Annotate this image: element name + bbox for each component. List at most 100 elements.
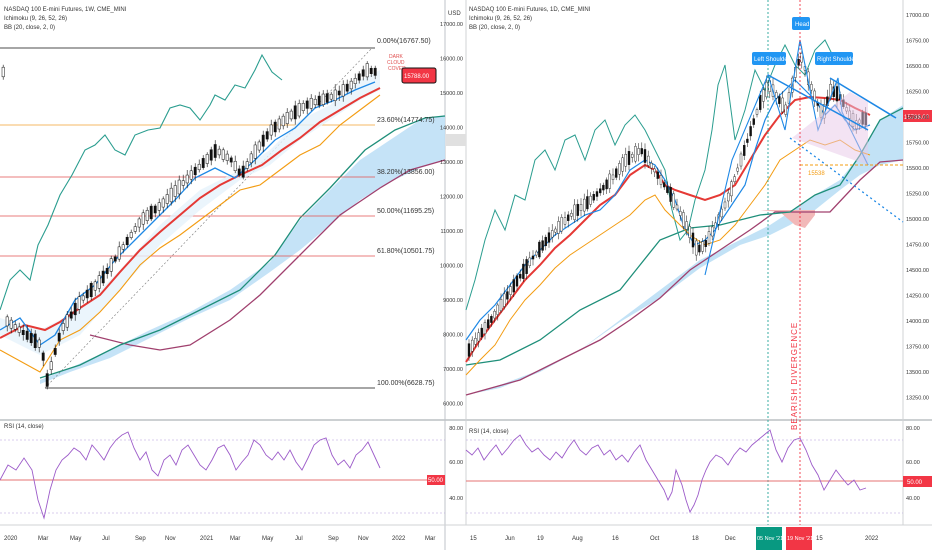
left-candle — [337, 90, 341, 96]
right-candle — [627, 151, 631, 165]
right-rsi-tag-text: 50.00 — [907, 480, 923, 486]
right-candle — [781, 97, 784, 113]
right-candle — [586, 196, 589, 210]
left-legend-bb: BB (20, close, 2, 0) — [4, 25, 55, 31]
left-candle — [217, 148, 221, 156]
right-candle — [746, 138, 749, 143]
right-candle — [701, 241, 704, 252]
left-candle — [81, 295, 85, 301]
fib-label-382: 38.20%(13856.00) — [377, 169, 435, 176]
left-candle — [101, 270, 105, 284]
right-chikou-span — [465, 39, 836, 311]
left-candle — [21, 329, 25, 336]
neckline — [767, 74, 869, 131]
right-candle — [506, 291, 509, 300]
right-x-tick: Aug — [572, 536, 583, 542]
right-candle — [595, 191, 599, 197]
right-right-price-axis: 17000.00 16750.00 16500.00 16250.00 16000.00… — [906, 13, 929, 402]
right-candle — [784, 104, 787, 115]
left-candle — [153, 205, 157, 214]
right-right-axis-tick: 16750.00 — [906, 39, 929, 45]
right-right-axis-tick: 14000.00 — [906, 319, 929, 325]
right-candle — [531, 255, 535, 260]
right-x-tick: 18 — [692, 536, 699, 542]
right-left-axis-tick: 10000.00 — [440, 264, 463, 270]
right-candle — [602, 184, 605, 191]
left-senkou-span-a — [39, 115, 446, 379]
right-x-tick: Oct — [650, 536, 660, 542]
left-candle — [333, 89, 337, 101]
right-candle — [762, 89, 765, 102]
left-candle — [85, 289, 89, 299]
right-candle — [755, 109, 759, 115]
right-x-axis: 15 Jun 19 Aug 16 Oct 18 Dec 15 2022 — [470, 536, 879, 542]
right-candle — [631, 154, 634, 158]
right-candle — [640, 148, 643, 155]
left-x-axis: 2020 Mar May Jul Sep Nov 2021 Mar May Jul Sep Nov 20… — [4, 536, 435, 542]
left-shoulder-text: Left Shoulder — [754, 57, 790, 63]
right-candle — [643, 149, 647, 163]
right-candle — [688, 226, 691, 238]
annotation-line-2: CLOUD — [387, 60, 405, 66]
right-candle — [800, 53, 803, 63]
left-candle — [201, 158, 205, 168]
left-candle — [301, 103, 305, 111]
right-legend-ichimoku: Ichimoku (9, 26, 52, 26) — [469, 16, 532, 22]
left-candle — [49, 361, 53, 370]
right-candle — [666, 186, 669, 193]
left-candle — [65, 314, 69, 328]
left-candle — [317, 95, 321, 106]
right-candle — [679, 211, 682, 216]
fib-label-236: 23.60%(14774.75) — [377, 117, 435, 124]
left-candle — [265, 131, 269, 140]
right-left-axis-tick: 9000.00 — [443, 298, 463, 304]
right-right-axis-tick: 16250.00 — [906, 90, 929, 96]
right-left-axis-tick: 6000.00 — [443, 402, 463, 408]
left-candle — [57, 332, 61, 342]
left-candle — [369, 68, 373, 74]
left-candle — [329, 93, 333, 100]
left-candle — [221, 149, 225, 160]
left-x-tick: Mar — [230, 536, 240, 542]
rsi-right-tick: 40.00 — [906, 496, 920, 502]
left-chikou-span — [0, 53, 283, 311]
left-rsi-legend: RSI (14, close) — [4, 424, 44, 430]
left-candle — [349, 80, 353, 90]
right-candle — [474, 338, 477, 345]
left-candle — [361, 69, 365, 77]
right-candle — [656, 171, 659, 179]
left-x-tick: Nov — [358, 536, 369, 542]
left-x-tick: Mar — [425, 536, 435, 542]
right-senkou-span-b — [465, 159, 904, 396]
left-candle — [357, 73, 361, 81]
left-candle — [257, 141, 261, 151]
left-candle — [285, 112, 289, 124]
right-right-axis-tick: 14250.00 — [906, 294, 929, 300]
right-candle — [480, 327, 483, 338]
left-x-tick: 2022 — [392, 536, 406, 542]
right-right-axis-tick: 14750.00 — [906, 243, 929, 249]
right-candle — [765, 81, 768, 98]
right-candle — [570, 212, 573, 217]
right-candle — [743, 144, 746, 156]
right-left-axis-tick: 15000.00 — [440, 91, 463, 97]
left-candle — [181, 180, 185, 186]
left-rsi-tag — [427, 475, 445, 485]
right-right-axis-tick: 15750.00 — [906, 141, 929, 147]
left-candle — [185, 174, 189, 184]
right-left-axis-tick: 7000.00 — [443, 367, 463, 373]
right-candle — [467, 343, 471, 357]
left-x-tick: Jul — [102, 536, 110, 542]
head-badge — [792, 17, 810, 30]
right-price-tag — [903, 110, 932, 122]
right-candle — [567, 214, 570, 221]
right-inner-price-tag — [446, 134, 466, 146]
right-candle — [698, 244, 701, 253]
right-x-tick: 15 — [470, 536, 477, 542]
right-candle — [605, 179, 608, 190]
date-tag-nov19 — [786, 527, 812, 550]
right-candle — [707, 231, 711, 244]
left-candle — [89, 282, 93, 298]
right-candle — [599, 188, 602, 194]
right-right-axis-tick: 16500.00 — [906, 64, 929, 70]
